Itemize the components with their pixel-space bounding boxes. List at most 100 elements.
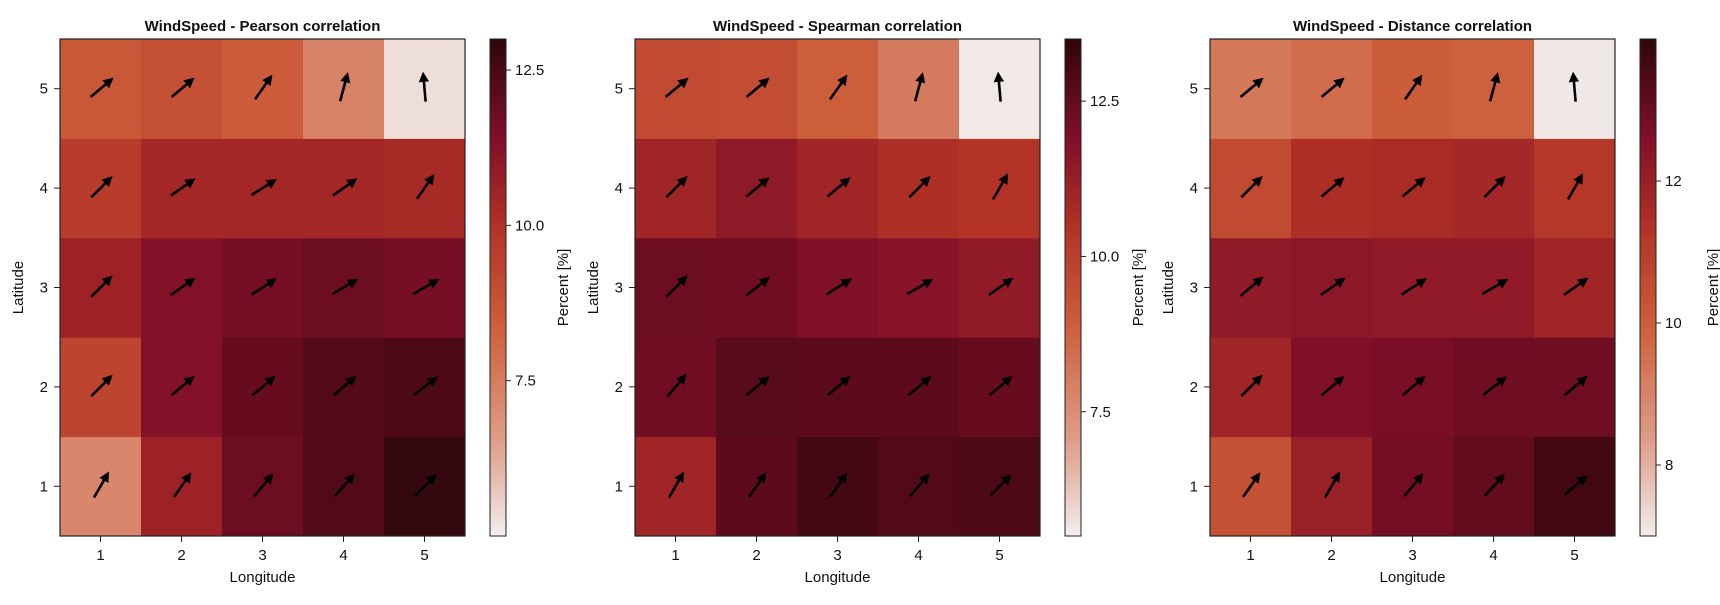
wind-arrow	[988, 375, 1013, 397]
x-tick-label: 5	[1570, 547, 1578, 564]
wind-arrow	[413, 376, 439, 396]
colorbar-label: Percent [%]	[555, 249, 572, 327]
y-tick-label: 3	[40, 280, 48, 297]
wind-arrow	[1239, 77, 1264, 99]
wind-arrow	[1239, 276, 1264, 297]
wind-arrow	[251, 375, 276, 397]
wind-arrow	[170, 277, 196, 297]
wind-arrow	[991, 173, 1009, 201]
x-tick-label: 4	[339, 547, 347, 564]
wind-arrow	[1323, 471, 1341, 499]
wind-arrow	[664, 77, 689, 99]
x-tick-label: 4	[914, 547, 922, 564]
panel-1: WindSpeed - Pearson correlation 1 2 3 4 5 1 2 3 4…	[10, 18, 572, 586]
wind-arrow	[825, 278, 853, 296]
wind-arrow	[331, 278, 359, 296]
panel-title: WindSpeed - Distance correlation	[1293, 18, 1532, 35]
x-tick-label: 1	[671, 547, 679, 564]
wind-arrow	[1483, 473, 1505, 497]
y-tick-label: 1	[615, 478, 623, 495]
wind-arrow	[665, 275, 688, 298]
colorbar-tick-label: 10	[1665, 315, 1682, 332]
wind-arrow	[906, 278, 934, 296]
colorbar	[489, 38, 507, 537]
wind-arrow	[665, 175, 688, 199]
y-tick-label: 1	[1190, 478, 1198, 495]
wind-arrow	[333, 473, 355, 497]
panel-title: WindSpeed - Pearson correlation	[145, 18, 381, 35]
y-axis-label: Latitude	[1160, 261, 1177, 314]
wind-arrow	[1241, 472, 1261, 498]
wind-arrow	[92, 471, 110, 499]
y-tick-label: 4	[40, 180, 48, 197]
wind-arrow	[338, 72, 351, 102]
wind-arrow	[993, 71, 1005, 102]
wind-arrow	[828, 74, 848, 101]
wind-arrow	[1483, 175, 1506, 199]
x-tick-label: 5	[420, 547, 428, 564]
y-tick-label: 1	[40, 478, 48, 495]
wind-arrow	[1240, 175, 1263, 199]
colorbar-tick-label: 10.0	[515, 217, 544, 234]
wind-arrow	[909, 473, 930, 498]
wind-arrow	[412, 278, 440, 296]
wind-arrow	[908, 175, 931, 199]
x-tick-label: 4	[1489, 547, 1497, 564]
wind-arrow	[1481, 278, 1509, 296]
x-tick-label: 3	[1408, 547, 1416, 564]
x-axis-label: Longitude	[230, 569, 296, 586]
wind-arrow	[1401, 375, 1426, 397]
wind-arrow	[1320, 77, 1345, 99]
wind-arrow	[170, 375, 195, 397]
wind-arrow	[1563, 375, 1588, 397]
colorbar-tick-label: 12	[1665, 173, 1682, 190]
wind-arrow	[913, 72, 926, 102]
x-tick-label: 1	[96, 547, 104, 564]
x-axis-label: Longitude	[805, 569, 871, 586]
wind-arrow	[989, 474, 1012, 497]
wind-arrow	[1488, 72, 1501, 102]
wind-arrow	[745, 375, 770, 397]
wind-arrow	[1403, 74, 1423, 101]
wind-arrow	[250, 278, 277, 296]
wind-arrow	[170, 77, 195, 99]
wind-arrow	[1568, 71, 1580, 102]
wind-arrow	[1401, 177, 1426, 198]
wind-arrow	[828, 472, 848, 498]
wind-arrow	[745, 177, 770, 198]
y-tick-label: 2	[40, 379, 48, 396]
wind-arrow	[1563, 277, 1589, 297]
wind-arrow	[1563, 475, 1588, 496]
wind-arrow	[1320, 177, 1345, 198]
y-tick-label: 2	[615, 379, 623, 396]
wind-arrow	[89, 77, 114, 99]
colorbar-label: Percent [%]	[1705, 249, 1720, 327]
wind-arrow	[332, 178, 358, 197]
wind-arrow	[90, 275, 113, 298]
wind-arrow	[172, 472, 192, 498]
x-tick-label: 5	[995, 547, 1003, 564]
wind-arrow	[414, 474, 437, 497]
y-tick-label: 3	[1190, 280, 1198, 297]
wind-arrow	[415, 174, 435, 200]
wind-arrow	[1403, 473, 1424, 498]
wind-arrow	[745, 276, 771, 297]
wind-arrow	[1240, 374, 1263, 398]
y-tick-label: 4	[615, 180, 623, 197]
wind-arrow	[745, 77, 770, 99]
wind-arrow	[1320, 277, 1346, 297]
y-tick-label: 5	[40, 81, 48, 98]
colorbar-tick-label: 7.5	[1090, 404, 1111, 421]
wind-arrow	[988, 277, 1014, 297]
wind-arrow	[826, 375, 851, 397]
wind-arrow	[250, 179, 278, 197]
wind-arrow	[90, 374, 113, 398]
colorbar-tick-label: 12.5	[515, 62, 544, 79]
colorbar-label: Percent [%]	[1130, 249, 1147, 327]
wind-arrow	[826, 177, 851, 198]
wind-arrow	[1320, 375, 1345, 397]
wind-arrow	[253, 74, 273, 101]
